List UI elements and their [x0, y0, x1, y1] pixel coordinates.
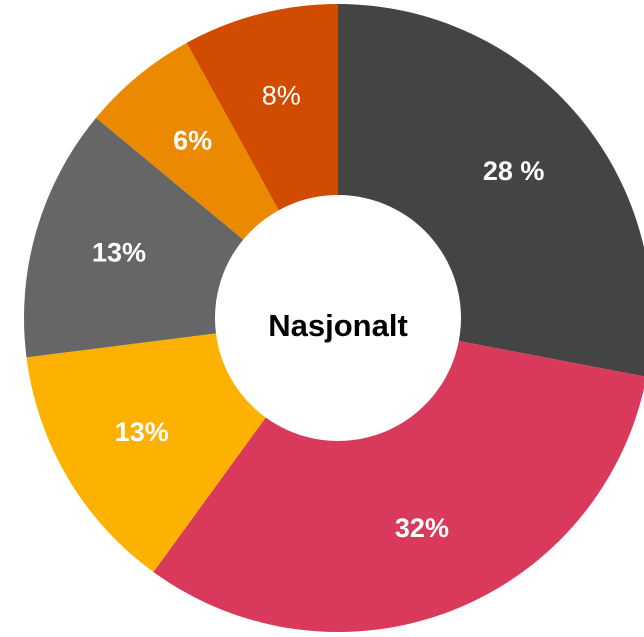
data-label: 6%: [173, 125, 212, 155]
donut-slice: [26, 333, 266, 573]
center-label: Nasjonalt: [268, 308, 408, 343]
data-label: 28 %: [483, 156, 545, 186]
donut-slice: [338, 4, 644, 377]
data-label: 32%: [395, 513, 449, 543]
donut-slice: [24, 117, 244, 358]
donut-slice: [186, 4, 338, 211]
data-label: 8%: [262, 80, 301, 110]
donut-slice: [96, 42, 279, 240]
data-label: 13%: [92, 238, 146, 268]
donut-slice: [153, 341, 644, 632]
data-label: 13%: [115, 417, 169, 447]
